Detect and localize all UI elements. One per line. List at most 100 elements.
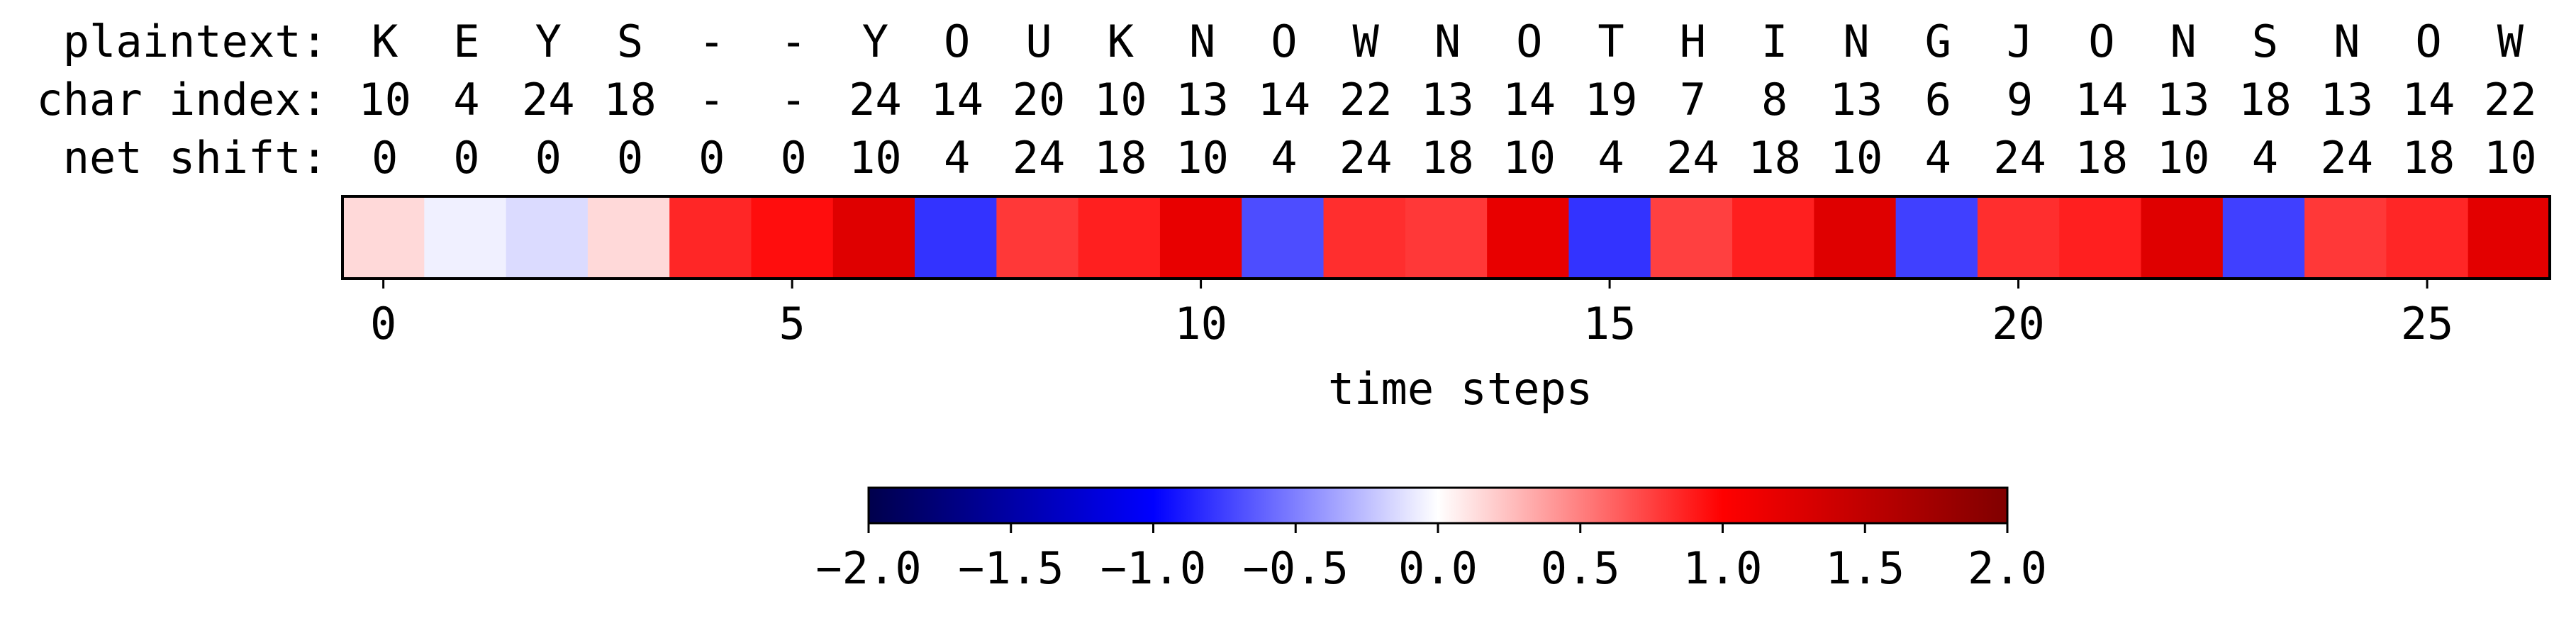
char-index-value: - [780, 74, 806, 125]
plaintext-char: - [780, 16, 806, 67]
char-index-value: 14 [2402, 74, 2455, 125]
plaintext-char: O [944, 16, 970, 67]
net-shift-value: 10 [2484, 132, 2537, 184]
char-index-value: 13 [2320, 74, 2373, 125]
heatmap-cell [424, 196, 507, 279]
x-axis-label: time steps [1328, 363, 1593, 415]
colorbar-tick-label: 2.0 [1968, 542, 2047, 594]
x-tick-label: 0 [370, 298, 396, 349]
row-label: char index: [36, 74, 328, 125]
x-tick-label: 20 [1992, 298, 2045, 349]
net-shift-value: 10 [1830, 132, 1883, 184]
char-index-value: 13 [1176, 74, 1229, 125]
net-shift-value: 0 [617, 132, 643, 184]
char-index-value: 6 [1925, 74, 1951, 125]
net-shift-value: 10 [1176, 132, 1229, 184]
heatmap-cell [1568, 196, 1651, 279]
x-tick-label: 10 [1174, 298, 1227, 349]
char-index-value: 22 [2484, 74, 2537, 125]
char-index-value: 24 [849, 74, 902, 125]
x-tick-label: 25 [2401, 298, 2454, 349]
net-shift-value: 18 [1421, 132, 1474, 184]
char-index-value: 24 [522, 74, 575, 125]
plaintext-char: Y [535, 16, 562, 67]
net-shift-value: 0 [372, 132, 398, 184]
heatmap-cell [2141, 196, 2224, 279]
net-shift-value: 0 [453, 132, 479, 184]
heatmap-cell [1487, 196, 1570, 279]
plaintext-char: U [1025, 16, 1052, 67]
heatmap-cells [342, 196, 2550, 279]
net-shift-value: 10 [2157, 132, 2210, 184]
heatmap-cell [1242, 196, 1325, 279]
heatmap-cell [1814, 196, 1897, 279]
net-shift-value: 4 [1925, 132, 1951, 184]
net-shift-value: 4 [1598, 132, 1624, 184]
heatmap-cell [669, 196, 752, 279]
heatmap-cell [587, 196, 670, 279]
plaintext-char: I [1761, 16, 1788, 67]
heatmap-cell [2468, 196, 2550, 279]
plaintext-char: N [1843, 16, 1869, 67]
char-index-value: 19 [1585, 74, 1638, 125]
char-index-value: 7 [1680, 74, 1706, 125]
plaintext-char: T [1598, 16, 1624, 67]
net-shift-value: 24 [1013, 132, 1066, 184]
heatmap-cell [1159, 196, 1242, 279]
char-index-value: 10 [358, 74, 411, 125]
plaintext-char: N [2170, 16, 2197, 67]
plaintext-char: O [1271, 16, 1297, 67]
x-tick-label: 5 [779, 298, 805, 349]
plaintext-char: N [1189, 16, 1215, 67]
net-shift-value: 24 [1993, 132, 2046, 184]
heatmap-cell [1732, 196, 1814, 279]
x-tick-label: 15 [1583, 298, 1637, 349]
row-labels: plaintext: char index: net shift: [36, 16, 328, 184]
colorbar-tick-label: −2.0 [815, 542, 921, 594]
heatmap-frame [341, 195, 2551, 280]
row-label: plaintext: [63, 16, 328, 67]
plaintext-char: O [2415, 16, 2441, 67]
plaintext-char: N [2334, 16, 2360, 67]
char-index-value: 13 [1830, 74, 1883, 125]
colorbar-tick-label: 1.0 [1683, 542, 1763, 594]
heatmap-cell [2222, 196, 2305, 279]
net-shift-value: 18 [1748, 132, 1801, 184]
char-index-value: 14 [2075, 74, 2129, 125]
heatmap-cell [2059, 196, 2142, 279]
char-index-value: 8 [1761, 74, 1788, 125]
net-shift-value: 0 [780, 132, 806, 184]
heatmap-cell [506, 196, 589, 279]
heatmap-cell [832, 196, 915, 279]
plaintext-char: O [2088, 16, 2114, 67]
plaintext-char: Y [862, 16, 888, 67]
char-index-value: 4 [453, 74, 479, 125]
heatmap-cell [996, 196, 1079, 279]
char-index-value: 10 [1094, 74, 1147, 125]
colorbar-ticks: −2.0 −1.5 −1.0 −0.5 0.0 0.5 1.0 1.5 2.0 [815, 523, 2047, 594]
char-index-value: 18 [603, 74, 657, 125]
net-shift-value: 4 [2252, 132, 2278, 184]
plaintext-char: K [1108, 16, 1134, 67]
char-index-value: 13 [2157, 74, 2210, 125]
net-shift-value: 18 [1094, 132, 1147, 184]
net-shift-value: 24 [1666, 132, 1719, 184]
colorbar [867, 486, 2009, 525]
row-label: net shift: [63, 132, 328, 184]
net-shift-value: 24 [2320, 132, 2373, 184]
net-shift-value: 4 [944, 132, 970, 184]
char-index-value: 14 [930, 74, 983, 125]
plaintext-char: E [453, 16, 479, 67]
plaintext-char: J [2007, 16, 2033, 67]
char-index-value: 18 [2238, 74, 2292, 125]
heatmap-cell [1895, 196, 1978, 279]
net-shift-value: 4 [1271, 132, 1297, 184]
plaintext-char: W [2497, 16, 2524, 67]
net-shift-value: 10 [849, 132, 902, 184]
net-shift-value: 18 [2075, 132, 2129, 184]
heatmap-cell [1078, 196, 1161, 279]
char-index-value: - [698, 74, 725, 125]
heatmap-cell [1650, 196, 1733, 279]
